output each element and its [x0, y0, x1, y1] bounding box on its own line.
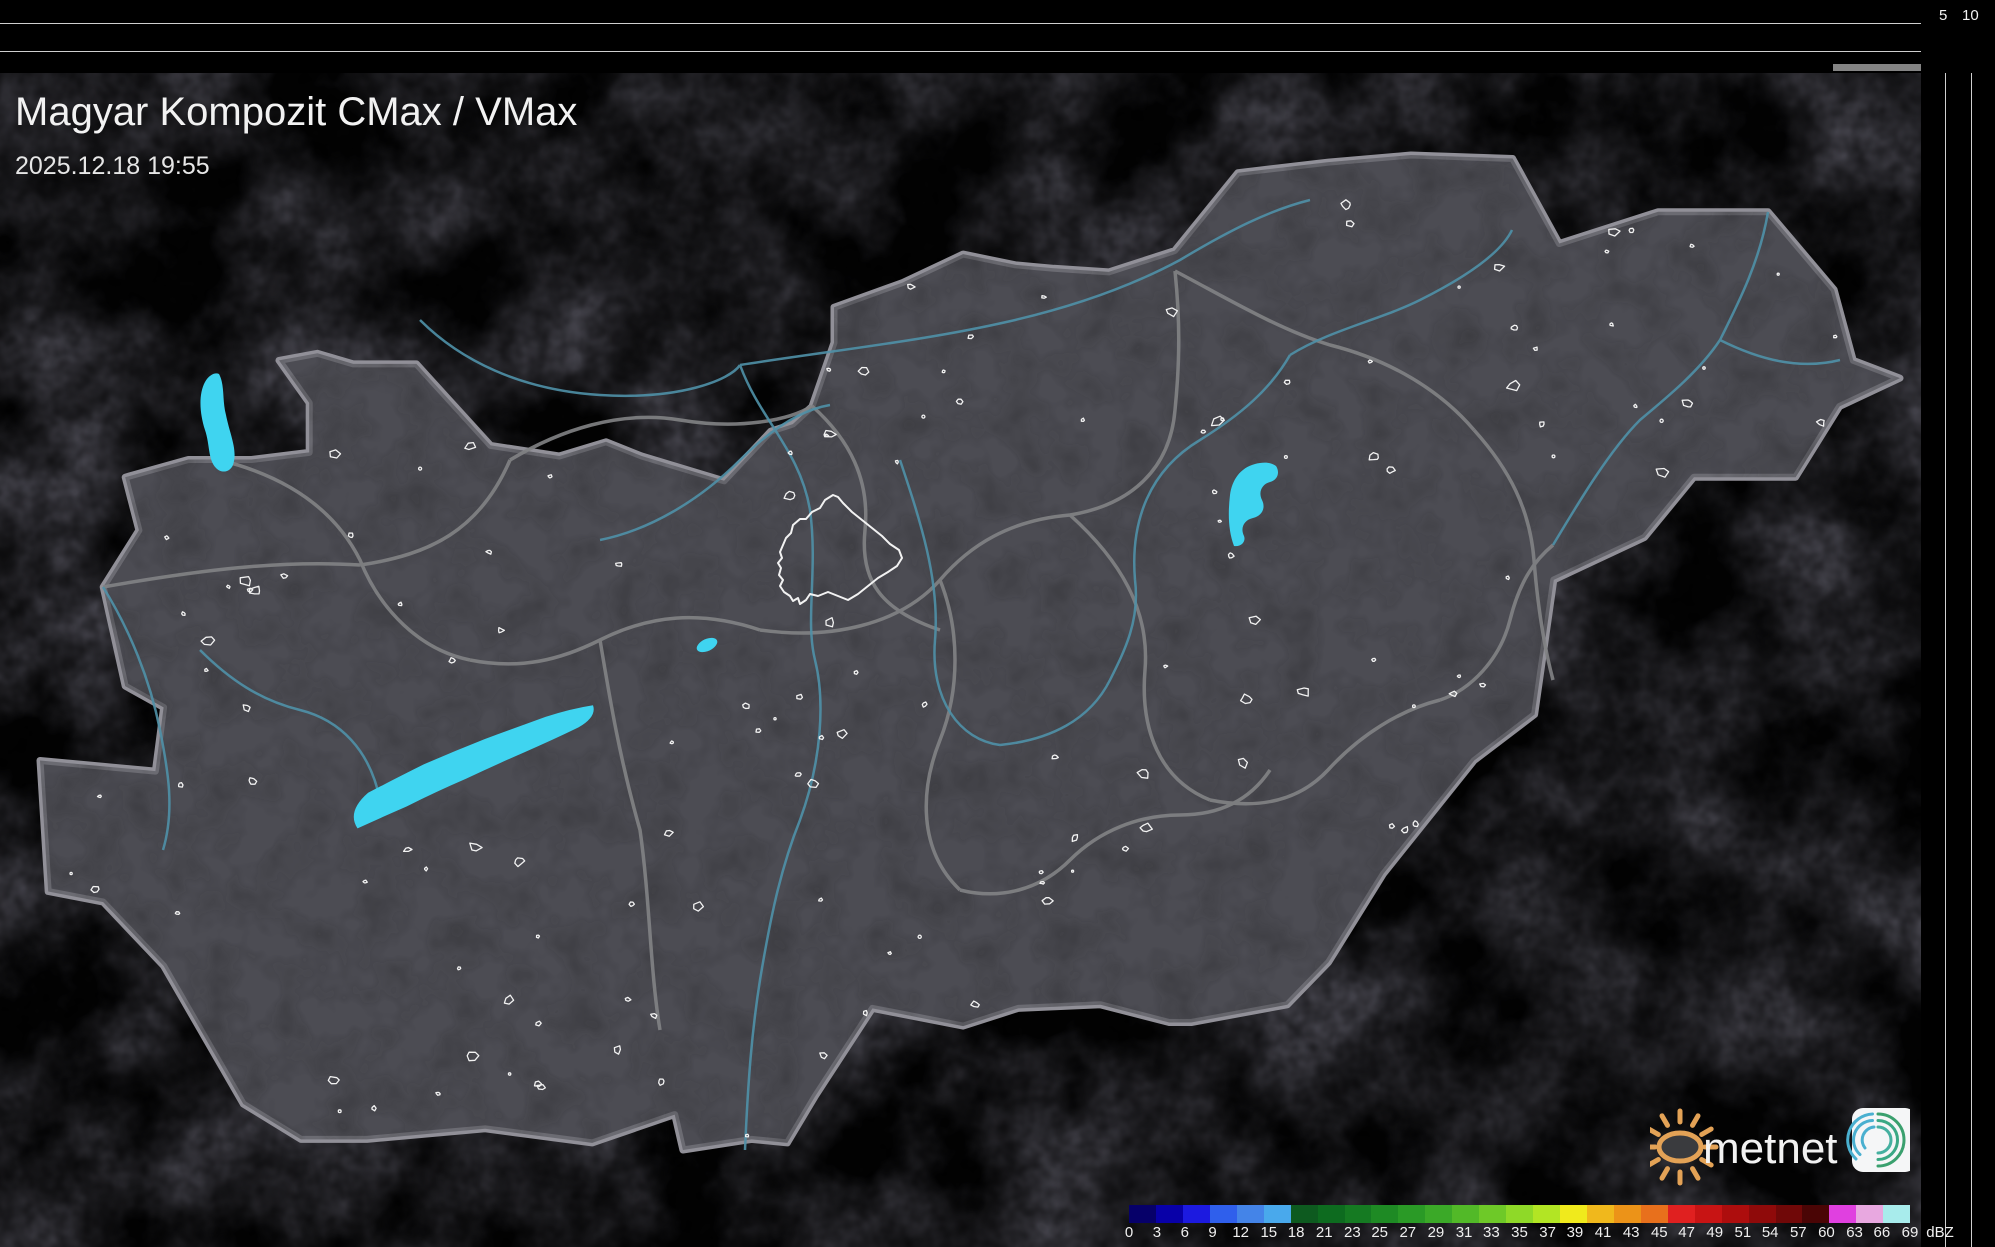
svg-text:metnet: metnet	[1703, 1124, 1838, 1173]
